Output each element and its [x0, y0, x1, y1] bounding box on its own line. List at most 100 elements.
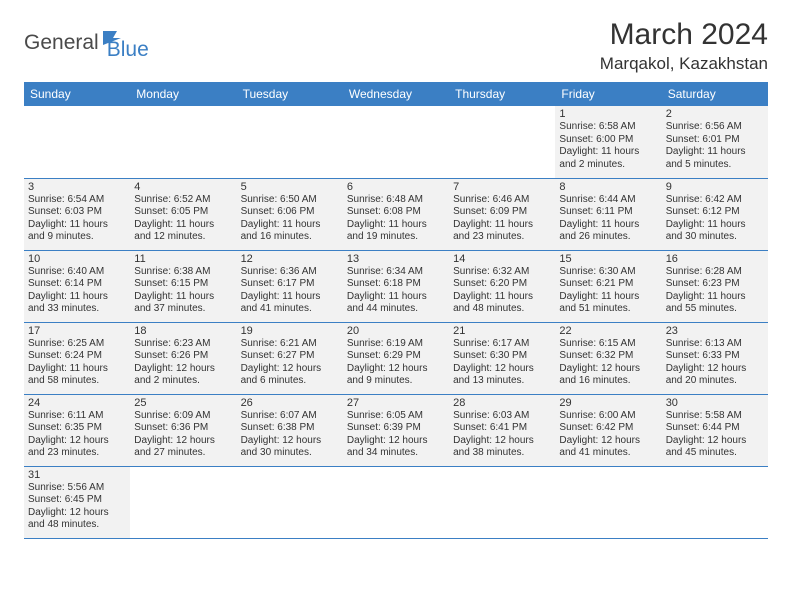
logo: General Blue [24, 24, 149, 62]
sunrise-text: Sunrise: 6:52 AM [134, 194, 232, 207]
daylight-text: and 2 minutes. [559, 159, 657, 172]
sunset-text: Sunset: 6:17 PM [241, 278, 339, 291]
daylight-text: and 45 minutes. [666, 447, 764, 460]
sunrise-text: Sunrise: 6:34 AM [347, 266, 445, 279]
calendar-day-cell: 31Sunrise: 5:56 AMSunset: 6:45 PMDayligh… [24, 466, 130, 538]
calendar-day-cell: 29Sunrise: 6:00 AMSunset: 6:42 PMDayligh… [555, 394, 661, 466]
sunset-text: Sunset: 6:38 PM [241, 422, 339, 435]
day-number: 30 [666, 397, 764, 409]
calendar-day-cell: 28Sunrise: 6:03 AMSunset: 6:41 PMDayligh… [449, 394, 555, 466]
day-number: 15 [559, 253, 657, 265]
daylight-text: Daylight: 12 hours [559, 363, 657, 376]
sunset-text: Sunset: 6:21 PM [559, 278, 657, 291]
day-header: Tuesday [237, 82, 343, 106]
calendar-day-cell: 1Sunrise: 6:58 AMSunset: 6:00 PMDaylight… [555, 106, 661, 178]
daylight-text: Daylight: 11 hours [134, 219, 232, 232]
daylight-text: Daylight: 12 hours [666, 435, 764, 448]
sunrise-text: Sunrise: 6:32 AM [453, 266, 551, 279]
calendar-day-cell [237, 466, 343, 538]
calendar-day-cell: 23Sunrise: 6:13 AMSunset: 6:33 PMDayligh… [662, 322, 768, 394]
day-number: 8 [559, 181, 657, 193]
calendar-day-cell [343, 466, 449, 538]
calendar-day-cell: 30Sunrise: 5:58 AMSunset: 6:44 PMDayligh… [662, 394, 768, 466]
sunset-text: Sunset: 6:35 PM [28, 422, 126, 435]
logo-text-general: General [24, 31, 99, 55]
day-number: 19 [241, 325, 339, 337]
daylight-text: and 23 minutes. [28, 447, 126, 460]
daylight-text: Daylight: 11 hours [28, 291, 126, 304]
sunset-text: Sunset: 6:44 PM [666, 422, 764, 435]
calendar-day-cell [130, 106, 236, 178]
calendar-day-cell: 27Sunrise: 6:05 AMSunset: 6:39 PMDayligh… [343, 394, 449, 466]
daylight-text: and 19 minutes. [347, 231, 445, 244]
sunset-text: Sunset: 6:20 PM [453, 278, 551, 291]
sunset-text: Sunset: 6:09 PM [453, 206, 551, 219]
day-number: 6 [347, 181, 445, 193]
daylight-text: Daylight: 11 hours [241, 291, 339, 304]
day-number: 14 [453, 253, 551, 265]
sunset-text: Sunset: 6:45 PM [28, 494, 126, 507]
daylight-text: Daylight: 12 hours [666, 363, 764, 376]
daylight-text: Daylight: 12 hours [453, 435, 551, 448]
sunrise-text: Sunrise: 6:48 AM [347, 194, 445, 207]
daylight-text: and 51 minutes. [559, 303, 657, 316]
calendar-week-row: 1Sunrise: 6:58 AMSunset: 6:00 PMDaylight… [24, 106, 768, 178]
day-header: Monday [130, 82, 236, 106]
month-title: March 2024 [600, 18, 768, 52]
daylight-text: and 41 minutes. [241, 303, 339, 316]
day-number: 9 [666, 181, 764, 193]
day-number: 20 [347, 325, 445, 337]
calendar-day-cell: 2Sunrise: 6:56 AMSunset: 6:01 PMDaylight… [662, 106, 768, 178]
sunset-text: Sunset: 6:03 PM [28, 206, 126, 219]
calendar-day-cell: 19Sunrise: 6:21 AMSunset: 6:27 PMDayligh… [237, 322, 343, 394]
calendar-page: General Blue March 2024 Marqakol, Kazakh… [0, 0, 792, 557]
calendar-day-cell: 14Sunrise: 6:32 AMSunset: 6:20 PMDayligh… [449, 250, 555, 322]
calendar-table: Sunday Monday Tuesday Wednesday Thursday… [24, 82, 768, 539]
daylight-text: Daylight: 11 hours [28, 219, 126, 232]
calendar-day-cell [130, 466, 236, 538]
daylight-text: and 55 minutes. [666, 303, 764, 316]
daylight-text: Daylight: 12 hours [134, 435, 232, 448]
day-number: 13 [347, 253, 445, 265]
sunrise-text: Sunrise: 6:40 AM [28, 266, 126, 279]
calendar-day-cell: 17Sunrise: 6:25 AMSunset: 6:24 PMDayligh… [24, 322, 130, 394]
daylight-text: Daylight: 11 hours [559, 291, 657, 304]
day-header: Friday [555, 82, 661, 106]
day-number: 22 [559, 325, 657, 337]
sunset-text: Sunset: 6:00 PM [559, 134, 657, 147]
sunrise-text: Sunrise: 6:38 AM [134, 266, 232, 279]
day-number: 25 [134, 397, 232, 409]
day-number: 2 [666, 108, 764, 120]
calendar-day-cell: 10Sunrise: 6:40 AMSunset: 6:14 PMDayligh… [24, 250, 130, 322]
sunrise-text: Sunrise: 6:07 AM [241, 410, 339, 423]
calendar-day-cell: 16Sunrise: 6:28 AMSunset: 6:23 PMDayligh… [662, 250, 768, 322]
daylight-text: and 5 minutes. [666, 159, 764, 172]
calendar-day-cell: 8Sunrise: 6:44 AMSunset: 6:11 PMDaylight… [555, 178, 661, 250]
sunrise-text: Sunrise: 6:46 AM [453, 194, 551, 207]
day-number: 29 [559, 397, 657, 409]
sunset-text: Sunset: 6:05 PM [134, 206, 232, 219]
daylight-text: Daylight: 12 hours [28, 507, 126, 520]
calendar-day-cell: 5Sunrise: 6:50 AMSunset: 6:06 PMDaylight… [237, 178, 343, 250]
daylight-text: Daylight: 12 hours [347, 363, 445, 376]
sunset-text: Sunset: 6:14 PM [28, 278, 126, 291]
sunrise-text: Sunrise: 6:00 AM [559, 410, 657, 423]
sunset-text: Sunset: 6:11 PM [559, 206, 657, 219]
calendar-week-row: 10Sunrise: 6:40 AMSunset: 6:14 PMDayligh… [24, 250, 768, 322]
sunrise-text: Sunrise: 6:42 AM [666, 194, 764, 207]
daylight-text: and 33 minutes. [28, 303, 126, 316]
sunset-text: Sunset: 6:30 PM [453, 350, 551, 363]
daylight-text: and 27 minutes. [134, 447, 232, 460]
sunset-text: Sunset: 6:41 PM [453, 422, 551, 435]
calendar-week-row: 24Sunrise: 6:11 AMSunset: 6:35 PMDayligh… [24, 394, 768, 466]
sunrise-text: Sunrise: 5:56 AM [28, 482, 126, 495]
sunset-text: Sunset: 6:18 PM [347, 278, 445, 291]
calendar-day-cell [343, 106, 449, 178]
day-number: 1 [559, 108, 657, 120]
sunrise-text: Sunrise: 6:03 AM [453, 410, 551, 423]
day-number: 16 [666, 253, 764, 265]
calendar-day-cell: 6Sunrise: 6:48 AMSunset: 6:08 PMDaylight… [343, 178, 449, 250]
day-number: 5 [241, 181, 339, 193]
daylight-text: Daylight: 12 hours [241, 363, 339, 376]
daylight-text: and 30 minutes. [241, 447, 339, 460]
